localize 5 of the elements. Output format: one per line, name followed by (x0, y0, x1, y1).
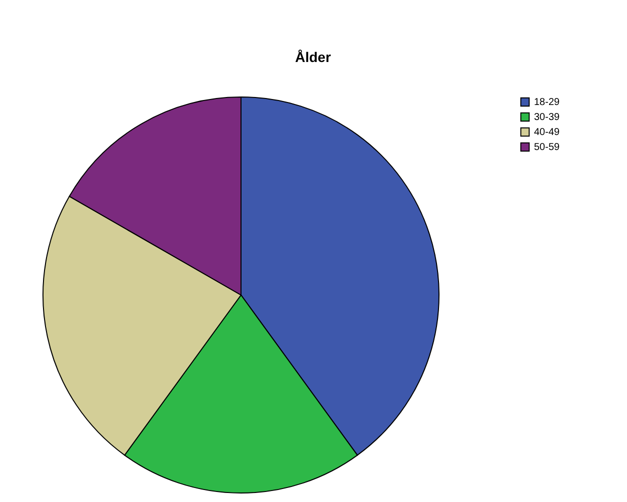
legend-label: 18-29 (534, 97, 560, 108)
legend-label: 40-49 (534, 127, 560, 138)
legend-label: 30-39 (534, 112, 560, 123)
legend-label: 50-59 (534, 142, 560, 153)
chart-title: Ålder (295, 49, 332, 65)
